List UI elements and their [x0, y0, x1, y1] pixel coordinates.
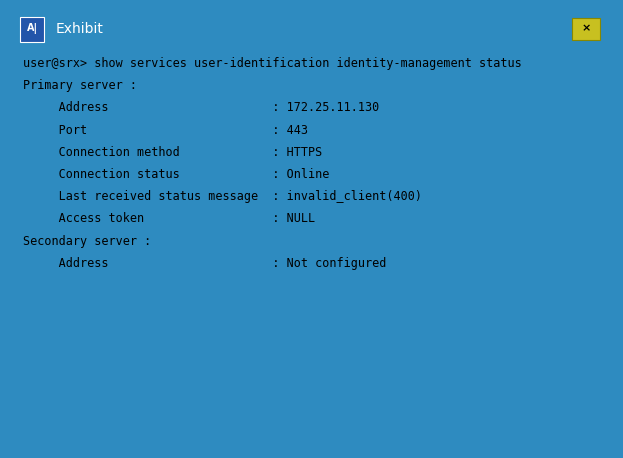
FancyBboxPatch shape [21, 17, 44, 42]
Text: Port                          : 443: Port : 443 [22, 124, 308, 136]
Text: Address                       : Not configured: Address : Not configured [22, 257, 386, 270]
Text: Exhibit: Exhibit [56, 22, 103, 36]
FancyBboxPatch shape [572, 17, 601, 40]
Text: Connection status             : Online: Connection status : Online [22, 168, 329, 181]
Text: Primary server :: Primary server : [22, 79, 136, 92]
Text: ×: × [581, 24, 591, 33]
Text: Last received status message  : invalid_client(400): Last received status message : invalid_c… [22, 190, 422, 203]
Text: Secondary server :: Secondary server : [22, 234, 151, 248]
Text: A|: A| [27, 23, 38, 34]
Text: Access token                  : NULL: Access token : NULL [22, 213, 315, 225]
Text: Address                       : 172.25.11.130: Address : 172.25.11.130 [22, 101, 379, 114]
Text: user@srx> show services user-identification identity-management status: user@srx> show services user-identificat… [22, 57, 521, 70]
Text: Connection method             : HTTPS: Connection method : HTTPS [22, 146, 322, 159]
